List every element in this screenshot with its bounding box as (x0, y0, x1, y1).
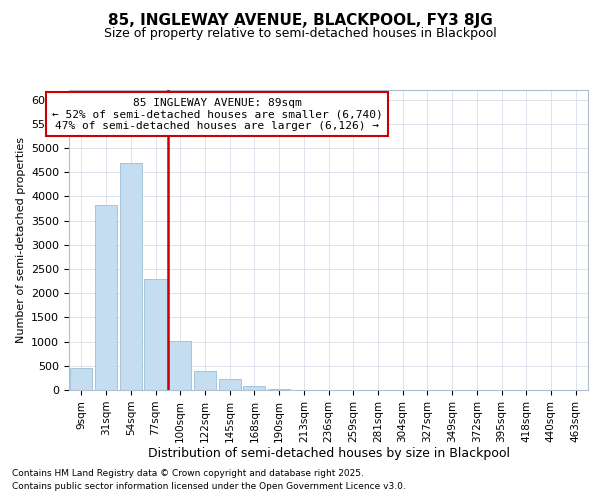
Bar (243, 386, 265, 390)
Bar (268, 388, 290, 390)
Bar (95, 205, 117, 390)
Text: Contains HM Land Registry data © Crown copyright and database right 2025.: Contains HM Land Registry data © Crown c… (12, 468, 364, 477)
Bar (119, 162, 142, 390)
Bar (70, 368, 92, 390)
Text: Size of property relative to semi-detached houses in Blackpool: Size of property relative to semi-detach… (104, 28, 496, 40)
X-axis label: Distribution of semi-detached houses by size in Blackpool: Distribution of semi-detached houses by … (148, 448, 509, 460)
Bar (169, 341, 191, 390)
Text: 85 INGLEWAY AVENUE: 89sqm
← 52% of semi-detached houses are smaller (6,740)
47% : 85 INGLEWAY AVENUE: 89sqm ← 52% of semi-… (52, 98, 382, 130)
Text: Contains public sector information licensed under the Open Government Licence v3: Contains public sector information licen… (12, 482, 406, 491)
Y-axis label: Number of semi-detached properties: Number of semi-detached properties (16, 137, 26, 343)
Bar (218, 378, 241, 390)
Bar (194, 370, 216, 390)
Text: 85, INGLEWAY AVENUE, BLACKPOOL, FY3 8JG: 85, INGLEWAY AVENUE, BLACKPOOL, FY3 8JG (107, 12, 493, 28)
Bar (145, 278, 167, 390)
